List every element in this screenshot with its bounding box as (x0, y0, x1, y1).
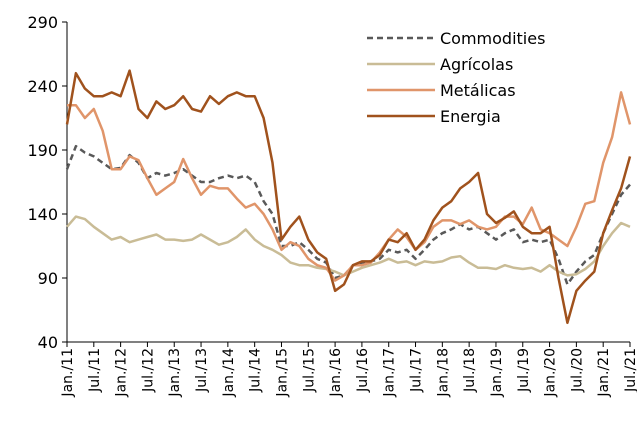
x-tick-label: Jul./17 (409, 348, 425, 393)
x-tick-label: Jul./15 (301, 348, 317, 393)
x-tick-label: Jan./15 (274, 348, 290, 398)
y-tick-label: 140 (27, 205, 58, 224)
x-tick-label: Jan./13 (167, 348, 183, 398)
x-tick-label: Jan./21 (596, 348, 612, 398)
x-tick-label: Jul./13 (194, 348, 210, 393)
y-tick-label: 190 (27, 141, 58, 160)
x-tick-label: Jul./12 (140, 348, 156, 393)
series-line (65, 144, 631, 286)
legend-label: Metálicas (440, 81, 516, 100)
x-tick-label: Jul./16 (355, 348, 371, 393)
x-tick-label: Jul./19 (516, 348, 532, 393)
x-tick-label: Jul./20 (569, 348, 585, 393)
x-tick-label: Jul./14 (248, 348, 264, 393)
x-tick-label: Jul./11 (87, 348, 103, 393)
x-tick-label: Jan./19 (489, 348, 505, 398)
series-line (65, 69, 632, 325)
series-line (67, 91, 632, 282)
y-tick-label: 290 (27, 13, 58, 32)
x-tick-label: Jul./21 (623, 348, 637, 393)
x-tick-label: Jan./11 (60, 348, 76, 398)
y-tick-label: 90 (38, 269, 58, 288)
x-tick-label: Jul./18 (462, 348, 478, 393)
series-line (66, 215, 631, 277)
y-tick-label: 240 (27, 77, 58, 96)
x-tick-label: Jan./18 (435, 348, 451, 398)
x-tick-label: Jan./16 (328, 348, 344, 398)
x-tick-label: Jan./12 (114, 348, 130, 398)
y-tick-label: 40 (38, 333, 58, 352)
x-tick-label: Jan./14 (221, 348, 237, 398)
legend-label: Agrícolas (440, 55, 513, 74)
x-tick-label: Jan./20 (543, 348, 559, 398)
legend-label: Commodities (440, 29, 545, 48)
legend-label: Energia (440, 107, 501, 126)
x-tick-label: Jan./17 (382, 348, 398, 398)
